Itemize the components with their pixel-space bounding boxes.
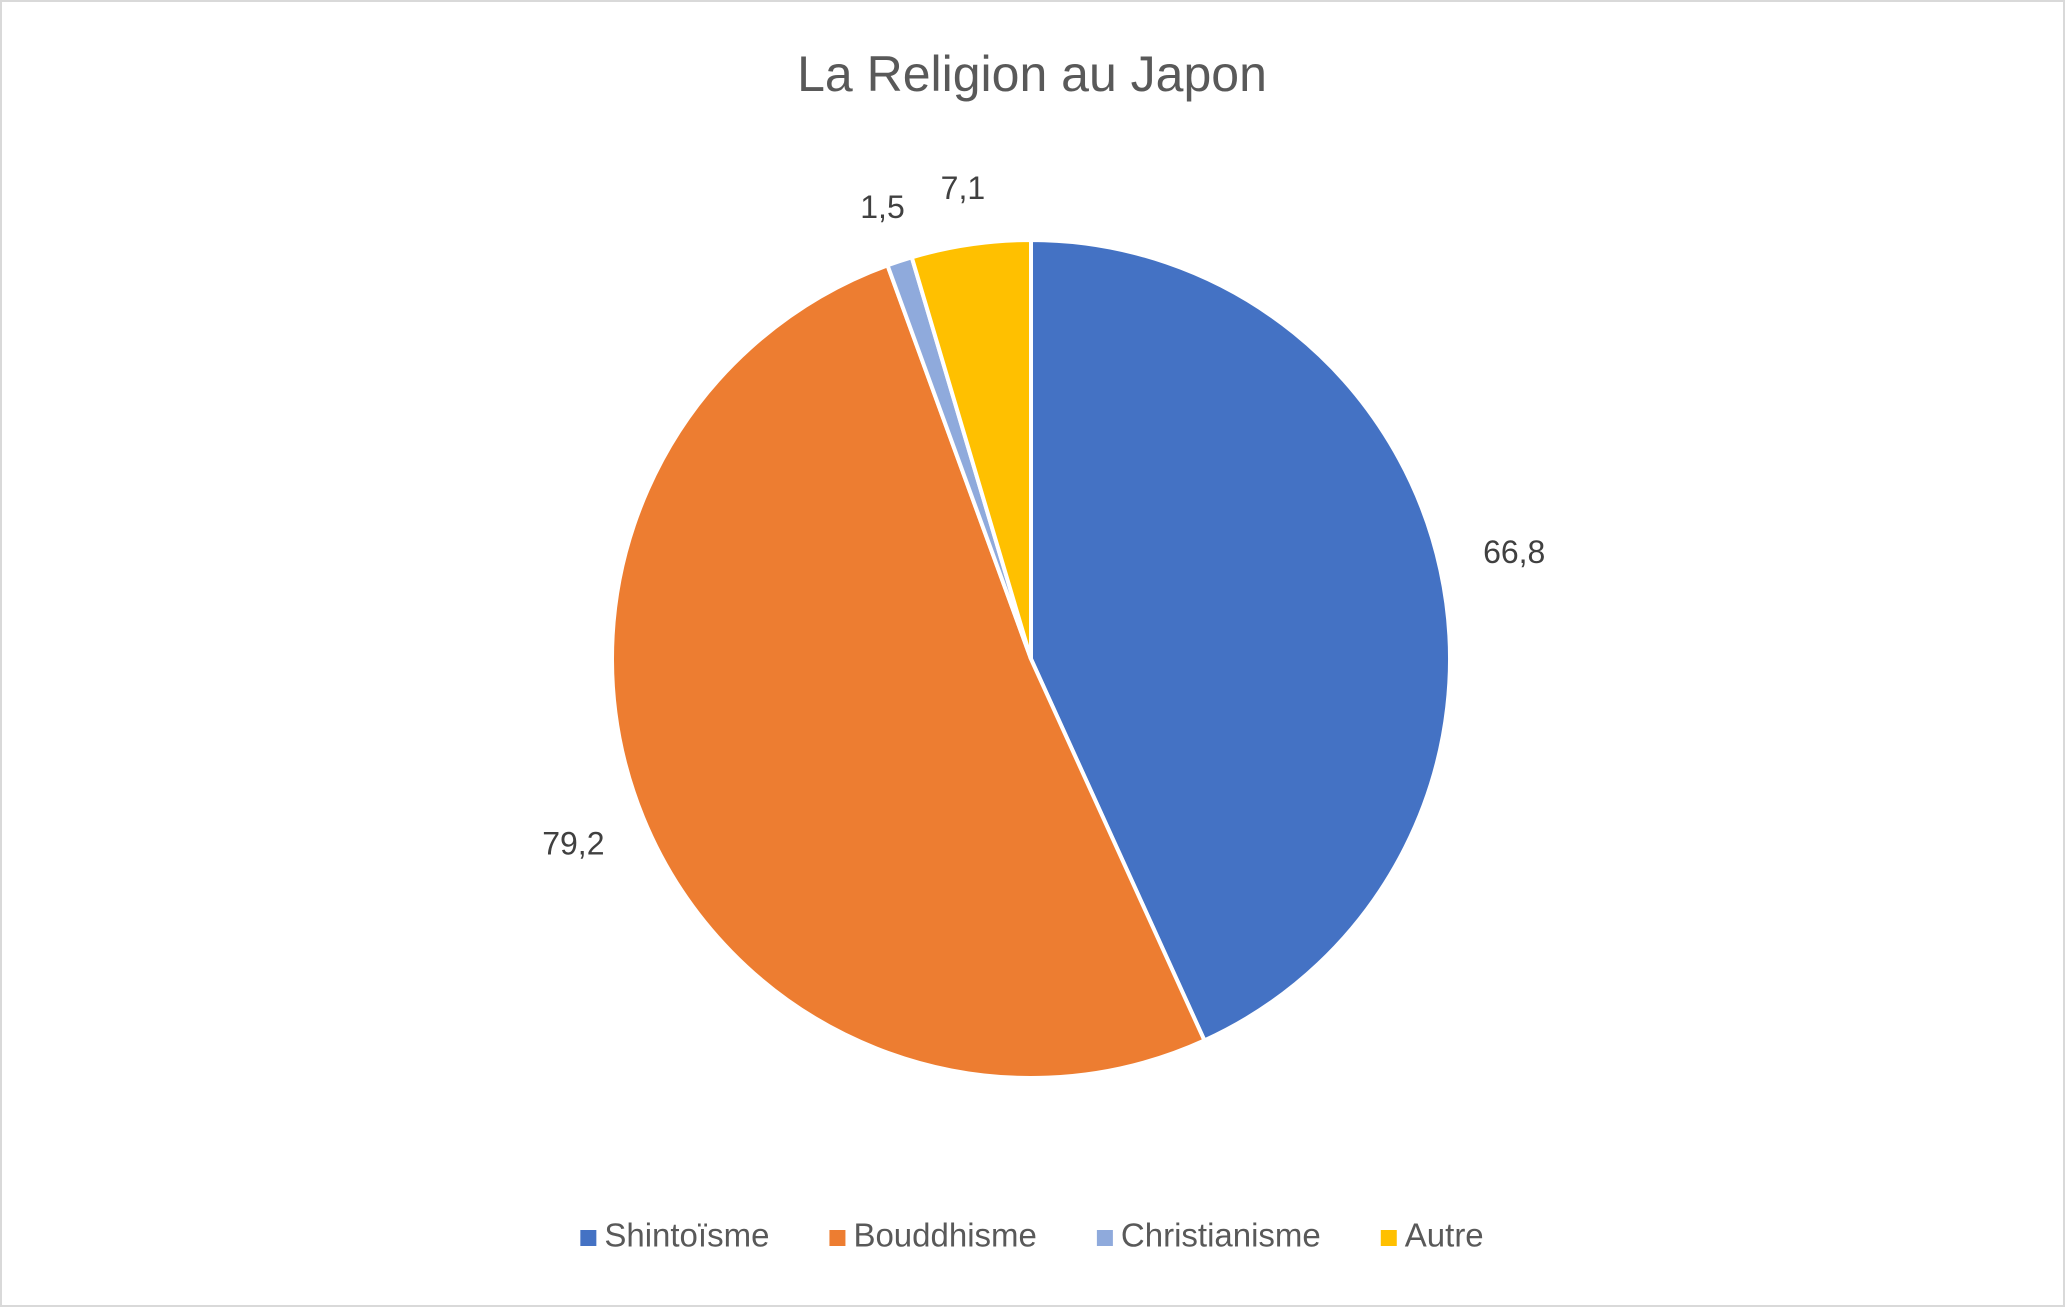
legend-label: Bouddhisme <box>853 1217 1036 1254</box>
pie-slice <box>909 237 1033 660</box>
data-label: 1,5 <box>860 189 904 225</box>
legend-swatch <box>1096 1230 1113 1246</box>
legend-swatch <box>580 1230 597 1246</box>
legend-swatch <box>1380 1230 1397 1246</box>
legend-label: Christianisme <box>1121 1217 1321 1254</box>
pie-slice <box>1029 237 1452 1044</box>
pie-slice <box>609 262 1208 1080</box>
data-label: 79,2 <box>542 826 604 862</box>
data-label: 7,1 <box>941 170 985 206</box>
legend-label: Shintoïsme <box>604 1217 769 1254</box>
legend-label: Autre <box>1405 1217 1484 1254</box>
legend-swatch <box>829 1230 846 1246</box>
data-label: 66,8 <box>1483 534 1545 570</box>
chart-title: La Religion au Japon <box>797 46 1267 102</box>
